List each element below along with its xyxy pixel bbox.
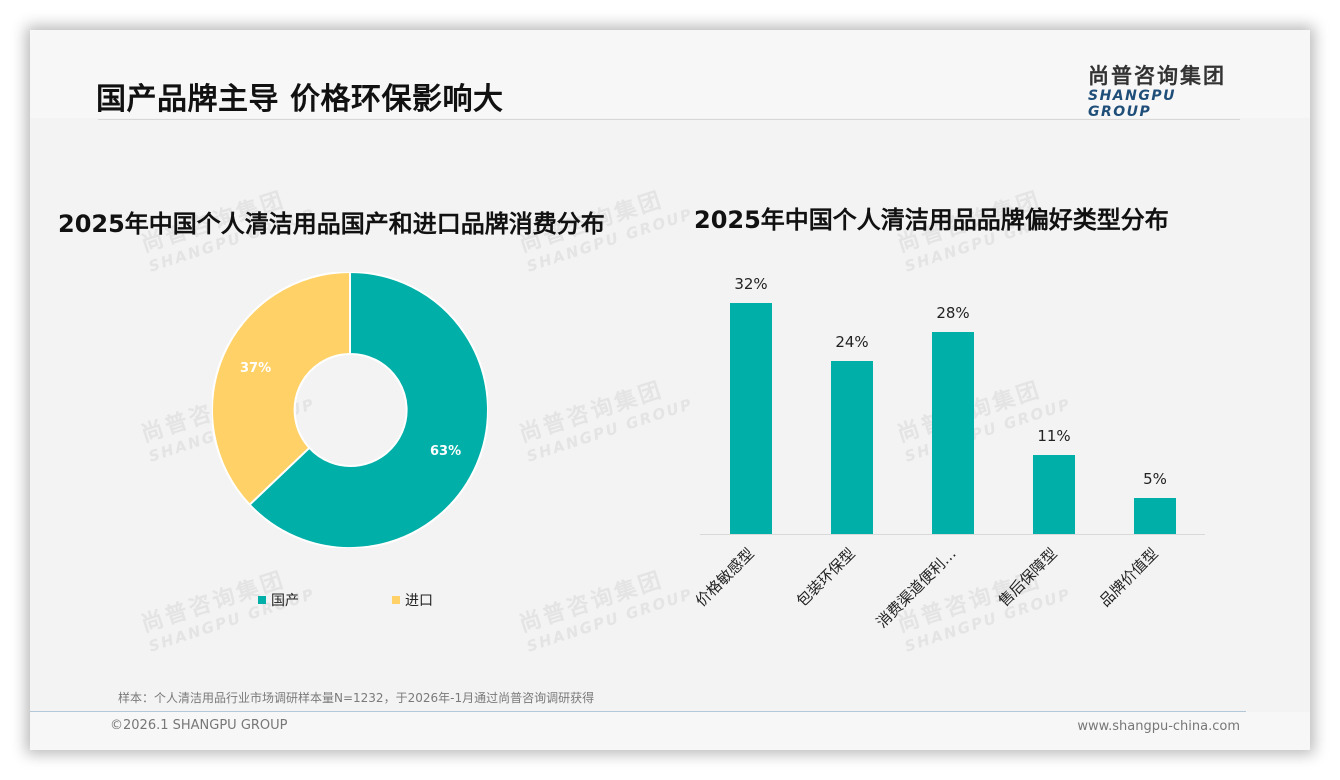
bar-value-label: 28% [936,304,970,322]
page-title: 国产品牌主导 价格环保影响大 [96,82,504,117]
bar-eco-packaging [831,361,873,534]
donut-label-import: 37% [240,361,272,376]
x-tick-label: 消费渠道便利… [872,544,960,632]
website-link[interactable]: www.shangpu-china.com [1077,719,1240,734]
donut-slice-domestic [248,272,488,548]
bar-value-label: 5% [1143,470,1167,488]
x-tick-label: 价格敏感型 [691,544,758,611]
header-band [30,30,1310,118]
x-tick-label: 售后保障型 [994,544,1061,611]
legend-swatch-yellow [392,596,400,604]
bar-value-label: 32% [734,275,768,293]
bar-price-sensitive [730,303,772,534]
slide: 国产品牌主导 价格环保影响大 尚普咨询集团 SHANGPU GROUP 尚普咨询… [30,30,1310,750]
donut-slice-import [212,272,351,507]
logo: 尚普咨询集团 SHANGPU GROUP [1088,64,1238,120]
x-tick-label: 包装环保型 [792,544,859,611]
donut-chart [212,272,488,548]
footer-band [30,712,1310,750]
bar-after-sales [1033,455,1075,534]
legend-item-import: 进口 [392,590,433,610]
x-axis-line [700,534,1205,535]
legend-item-domestic: 国产 [258,590,299,610]
logo-cn-text: 尚普咨询集团 [1088,64,1226,88]
x-tick-label: 品牌价值型 [1095,544,1162,611]
legend-swatch-teal [258,596,266,604]
sample-note: 样本：个人清洁用品行业市场调研样本量N=1232，于2026年-1月通过尚普咨询… [118,691,595,705]
donut-label-domestic: 63% [430,444,462,459]
bar-channel-convenience [932,332,974,534]
bar-chart-title: 2025年中国个人清洁用品品牌偏好类型分布 [694,206,1169,234]
title-divider [98,119,1240,120]
legend-label: 国产 [271,593,299,609]
bar-value-label: 11% [1037,427,1071,445]
footer-divider [30,711,1246,712]
bar-brand-value [1134,498,1176,534]
copyright: ©2026.1 SHANGPU GROUP [110,718,288,733]
logo-en-text: SHANGPU GROUP [1088,88,1176,120]
legend-label: 进口 [405,593,433,609]
donut-chart-title: 2025年中国个人清洁用品国产和进口品牌消费分布 [58,210,605,238]
bar-value-label: 24% [835,333,869,351]
